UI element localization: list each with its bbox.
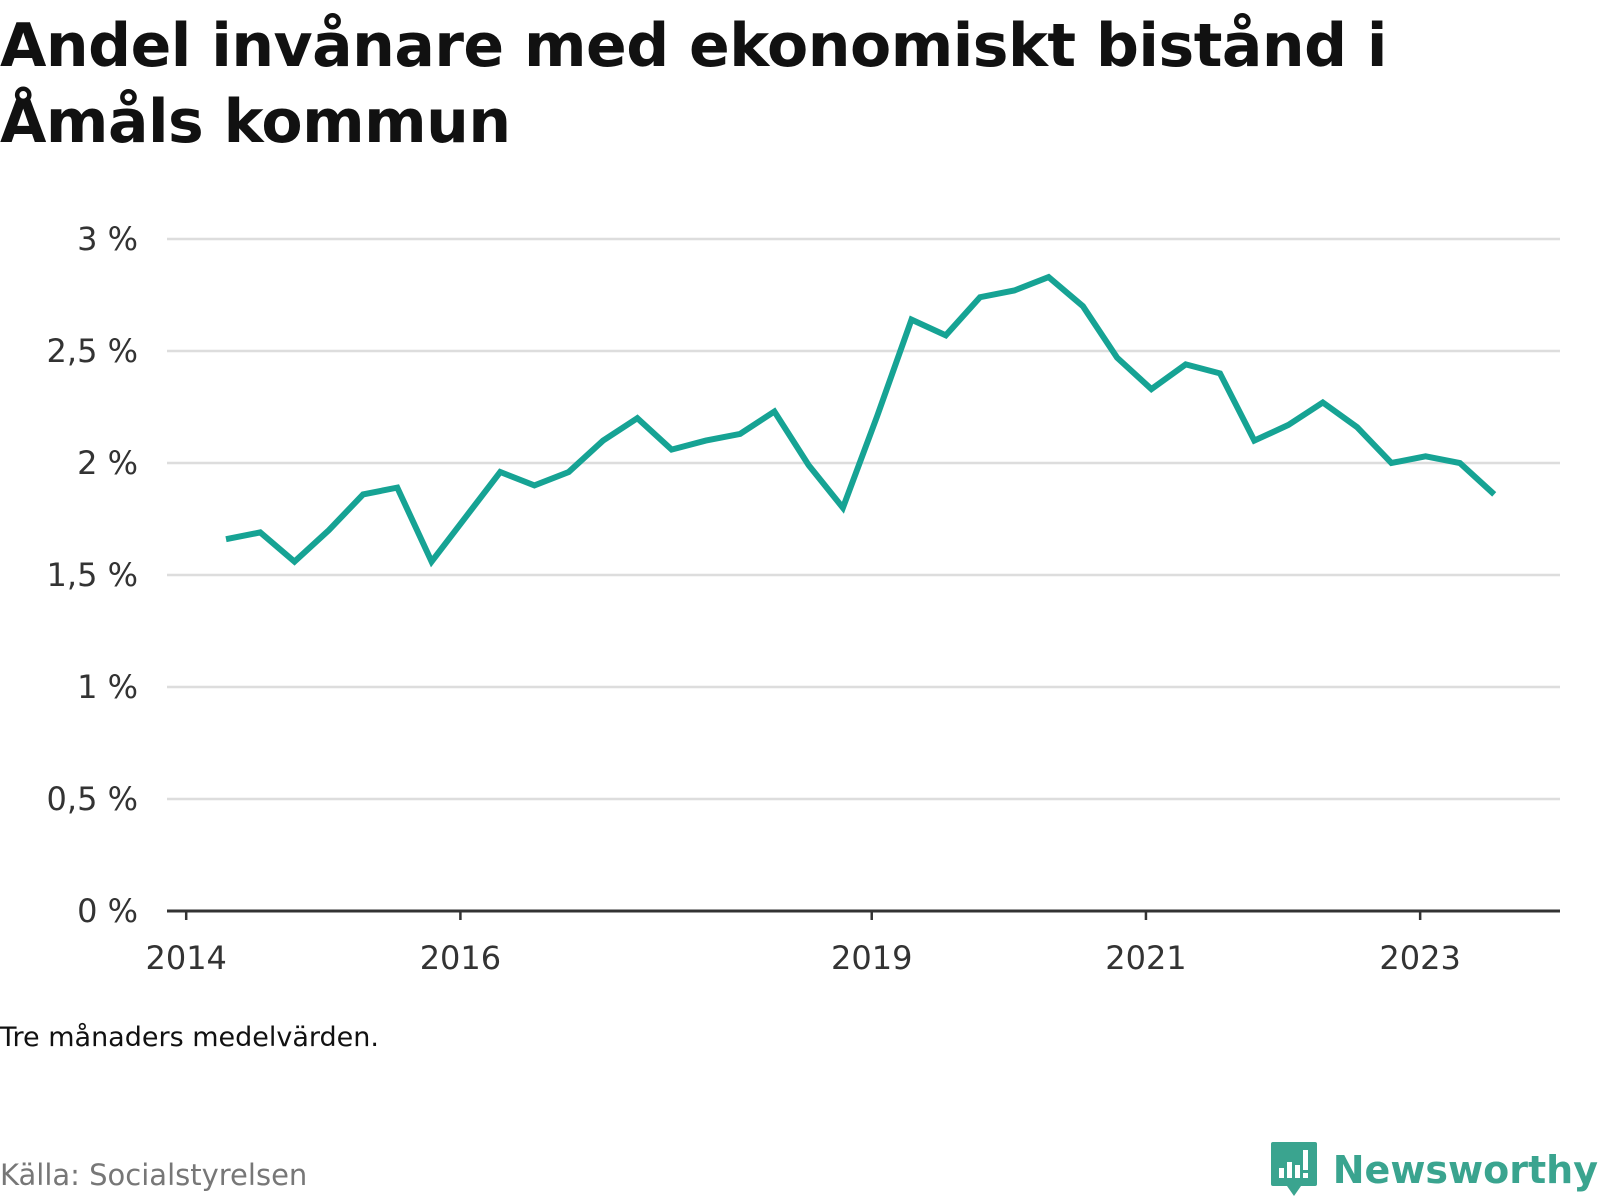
data-point	[1457, 460, 1463, 466]
data-point	[1148, 386, 1154, 392]
chart-title: Andel invånare med ekonomiskt bistånd i …	[0, 11, 1387, 157]
data-point	[1388, 460, 1394, 466]
data-point	[1423, 453, 1429, 459]
data-point	[1080, 303, 1086, 309]
x-tick-label: 2019	[831, 939, 912, 977]
data-point	[874, 413, 880, 419]
data-point	[1286, 422, 1292, 428]
data-point	[1320, 400, 1326, 406]
data-point	[566, 469, 572, 475]
x-tick-label: 2014	[145, 939, 226, 977]
data-point	[257, 529, 263, 535]
data-point	[840, 505, 846, 511]
gridlines	[167, 237, 1560, 801]
x-axis-ticks: 2014 2016 2019 2021 2023	[145, 911, 1461, 977]
data-point	[1251, 438, 1257, 444]
y-axis-ticks: 0 % 0,5 % 1 % 1,5 % 2 % 2,5 % 3 %	[47, 220, 138, 930]
newsworthy-logo-icon	[1270, 1142, 1317, 1196]
source-credit: Källa: Socialstyrelsen	[0, 1158, 308, 1192]
data-point	[394, 485, 400, 491]
data-point	[909, 317, 915, 323]
data-point	[977, 294, 983, 300]
brand-name: Newsworthy	[1332, 1148, 1598, 1192]
brand-logo[interactable]: Newsworthy	[1269, 1140, 1598, 1200]
data-point	[1011, 288, 1017, 294]
data-point	[1183, 361, 1189, 367]
data-point	[1217, 370, 1223, 376]
data-point	[497, 469, 503, 475]
y-tick-label: 2 %	[77, 444, 138, 482]
line-chart: 0 % 0,5 % 1 % 1,5 % 2 % 2,5 % 3 % 2014 2016 2019…	[47, 220, 1560, 977]
data-point	[1114, 355, 1120, 361]
series-layer	[223, 273, 1497, 568]
data-point	[771, 409, 777, 415]
data-point	[634, 415, 640, 421]
x-tick-label: 2023	[1379, 939, 1460, 977]
y-tick-label: 0 %	[77, 892, 138, 930]
data-point	[292, 559, 298, 565]
data-point	[600, 438, 606, 444]
data-point	[326, 527, 332, 533]
data-point	[463, 514, 469, 520]
data-point	[737, 431, 743, 437]
data-point	[531, 482, 537, 488]
data-point	[806, 462, 812, 468]
y-tick-label: 2,5 %	[47, 332, 138, 370]
y-tick-label: 0,5 %	[47, 780, 138, 818]
data-point	[1491, 491, 1497, 497]
y-tick-label: 1,5 %	[47, 556, 138, 594]
series-line	[225, 273, 1497, 568]
y-tick-label: 1 %	[77, 668, 138, 706]
data-point	[703, 438, 709, 444]
data-point	[223, 536, 229, 542]
x-tick-label: 2021	[1105, 939, 1186, 977]
data-point	[1354, 424, 1360, 430]
y-tick-label: 3 %	[77, 220, 138, 258]
data-point	[669, 447, 675, 453]
data-point	[429, 559, 435, 565]
data-point	[943, 332, 949, 338]
data-point	[1046, 274, 1052, 280]
data-point	[360, 491, 366, 497]
x-tick-label: 2016	[420, 939, 501, 977]
chart-note: Tre månaders medelvärden.	[0, 1022, 379, 1053]
